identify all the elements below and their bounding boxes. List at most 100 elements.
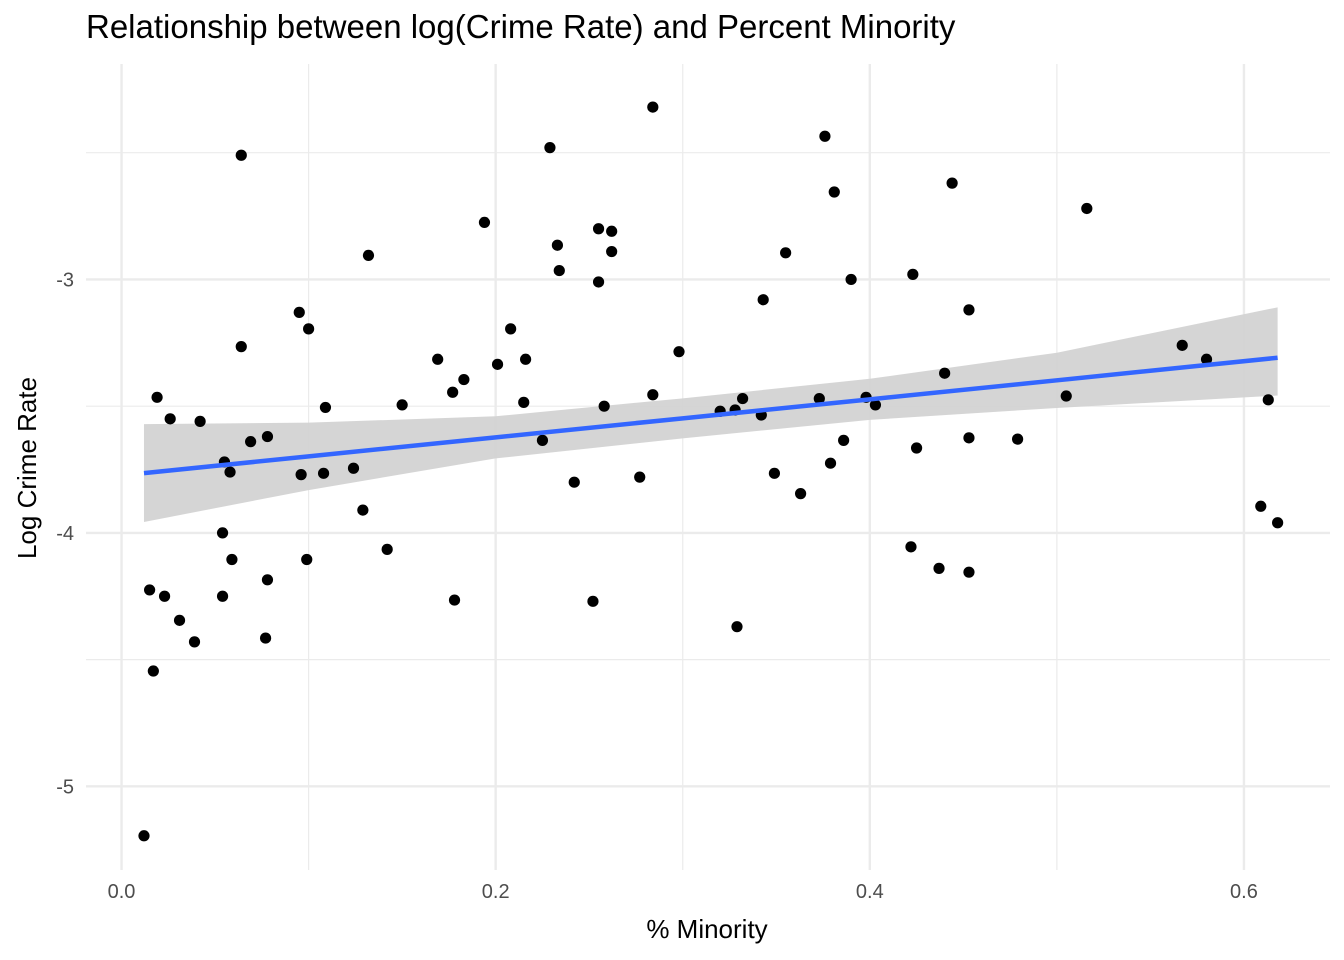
data-point [226,553,238,566]
data-point [448,594,461,606]
data-point [293,306,305,318]
data-point [813,392,825,405]
data-point [737,392,749,405]
data-point [963,566,975,578]
data-point [1255,500,1267,512]
data-point [357,504,369,516]
data-point [647,389,659,401]
data-point [587,595,599,607]
data-point [317,467,330,479]
data-point [188,636,201,648]
data-point [216,590,229,602]
chart-title: Relationship between log(Crime Rate) and… [86,8,956,45]
data-point [144,584,156,596]
data-point [505,323,517,335]
data-point [261,574,274,586]
grid-lines [86,64,1330,870]
data-point [235,341,247,353]
data-point [780,247,792,259]
data-point [1060,390,1072,402]
data-point [568,476,580,488]
x-axis-ticks: 0.0 0.2 0.4 0.6 [108,881,1258,903]
data-point [553,264,565,277]
data-point [216,527,229,539]
data-point [245,436,257,448]
data-point [447,386,459,398]
data-point [592,276,605,288]
data-point [673,346,685,358]
data-point [946,177,958,189]
data-point [939,367,951,379]
x-tick-label: 0.4 [856,881,884,903]
data-point [536,434,549,446]
data-point [151,391,163,403]
data-point [432,353,444,365]
y-axis-ticks: -5 -4 -3 [56,269,74,798]
data-point [347,462,360,474]
data-point [303,323,315,335]
data-point [910,442,923,454]
trend-line-layer [143,355,1278,476]
data-point [592,223,605,235]
data-point [520,353,532,365]
x-tick-label: 0.2 [482,881,510,903]
data-point [794,488,807,500]
data-point [731,621,743,633]
data-point [845,273,857,286]
data-point [551,239,564,251]
data-point [838,434,850,446]
data-point [819,130,831,142]
data-point [261,430,274,443]
data-point [164,413,176,425]
data-point [933,562,945,574]
data-point [907,268,919,280]
data-point [491,358,504,370]
data-point [544,142,556,154]
data-point [1262,394,1274,406]
data-point [224,466,236,478]
data-point [869,399,882,411]
data-point [295,469,307,481]
data-point [301,553,313,566]
data-point [1176,339,1188,351]
x-axis-title: % Minority [646,914,767,944]
data-point [235,149,247,161]
data-point [362,249,375,261]
data-point [768,467,781,479]
data-point [905,541,917,553]
data-point [647,101,659,113]
y-axis-title: Log Crime Rate [12,377,42,559]
data-point [963,304,975,316]
data-point [173,614,186,626]
trend-line [143,355,1278,476]
data-point [381,543,393,555]
data-point [158,590,171,602]
data-point [606,245,618,258]
x-tick-label: 0.6 [1230,881,1258,903]
data-point [606,225,618,237]
data-point [147,665,159,677]
data-point [1200,353,1213,365]
x-tick-label: 0.0 [108,881,136,903]
data-point [1081,202,1093,215]
y-tick-label: -3 [56,269,74,291]
data-point [828,186,840,198]
data-point [458,373,470,386]
data-point [259,632,272,644]
data-point [1272,517,1284,529]
data-point [1011,433,1024,445]
data-point [824,457,837,469]
data-point [138,830,150,842]
data-point [194,415,206,427]
data-point [634,471,646,483]
y-tick-label: -5 [56,776,74,798]
data-point [757,294,769,306]
data-points [138,101,1284,842]
data-point [478,216,491,229]
y-tick-label: -4 [56,523,74,545]
data-point [518,396,530,408]
data-point [319,401,332,414]
data-point [963,432,975,444]
data-point [598,400,610,412]
